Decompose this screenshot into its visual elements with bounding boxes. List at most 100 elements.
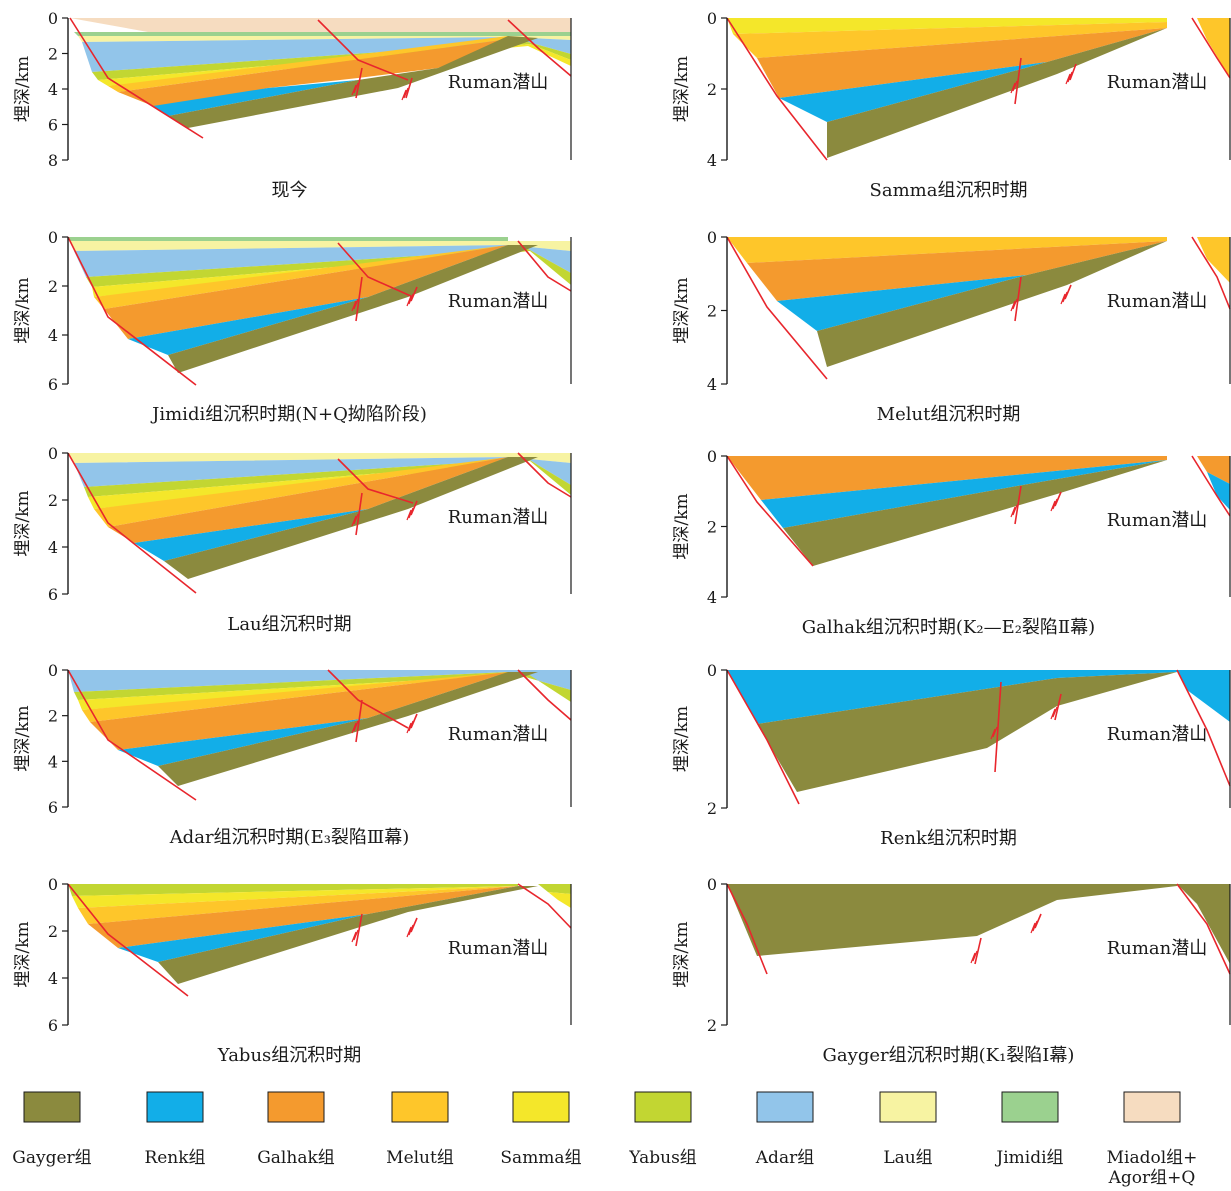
layer-lau bbox=[78, 36, 571, 42]
fault-line bbox=[726, 455, 814, 567]
legend-swatch bbox=[1001, 1091, 1059, 1123]
layer-gal bbox=[747, 241, 1167, 301]
layer-renk bbox=[118, 914, 368, 962]
ruman-label: Ruman潜山 bbox=[1107, 291, 1208, 312]
fault-line bbox=[410, 917, 418, 933]
ylabel: 埋深/km bbox=[672, 277, 692, 343]
layer-adar bbox=[68, 670, 571, 692]
legend-label: Agor组+Q bbox=[1108, 1168, 1196, 1188]
fault-line bbox=[317, 19, 409, 81]
layer-renk bbox=[153, 80, 358, 116]
panel-caption: Galhak组沉积时期(K₂—E₂裂陷Ⅱ幕) bbox=[802, 617, 1095, 638]
panel-caption: Renk组沉积时期 bbox=[880, 828, 1017, 849]
ruman-label: Ruman潜山 bbox=[448, 291, 549, 312]
ylabel: 埋深/km bbox=[672, 921, 692, 987]
layer-adar bbox=[74, 457, 571, 487]
fault-line bbox=[327, 669, 409, 729]
tick-label: 2 bbox=[48, 491, 58, 510]
layer-renk bbox=[134, 509, 368, 561]
tick-label: 4 bbox=[48, 326, 58, 345]
legend-label: Miadol组+ bbox=[1107, 1148, 1198, 1168]
tick-label: 2 bbox=[707, 1016, 717, 1035]
section-panel: 0 2 4 6 埋深/km Ruman潜山 Jimidi组沉积时期(N+Q拗陷阶段) bbox=[13, 228, 572, 425]
tick-label: 0 bbox=[48, 444, 58, 463]
ruman-label: Ruman潜山 bbox=[1107, 510, 1208, 531]
layer-renk bbox=[777, 275, 1027, 331]
layer-gal bbox=[727, 456, 1167, 500]
tick-label: 6 bbox=[48, 116, 58, 135]
legend-label: Yabus组 bbox=[628, 1148, 697, 1168]
section-panel: 0 2 4 埋深/km Ruman潜山 Galhak组沉积时期(K₂—E₂裂陷Ⅱ幕) bbox=[672, 447, 1231, 638]
fault-line bbox=[67, 452, 197, 594]
tick-label: 2 bbox=[707, 80, 717, 99]
layer-mel bbox=[733, 22, 1167, 58]
fault-arrow bbox=[990, 726, 998, 740]
fault-line bbox=[67, 883, 189, 997]
fault-arrow bbox=[1010, 298, 1018, 312]
fault-line bbox=[726, 883, 768, 975]
tick-label: 2 bbox=[707, 518, 717, 537]
ylabel: 埋深/km bbox=[13, 705, 33, 771]
fault-line bbox=[410, 286, 418, 302]
layer-renk bbox=[779, 62, 1047, 122]
panel-caption: Melut组沉积时期 bbox=[877, 404, 1021, 425]
fault-line bbox=[1014, 485, 1022, 525]
fault-line bbox=[1191, 17, 1231, 79]
tick-label: 6 bbox=[48, 585, 58, 604]
layer-gay bbox=[757, 672, 1177, 792]
fault-line bbox=[1176, 883, 1231, 975]
legend-swatch bbox=[1123, 1091, 1181, 1123]
layer-renk bbox=[761, 460, 1167, 528]
tick-label: 0 bbox=[707, 9, 717, 28]
layer-sam bbox=[72, 886, 518, 908]
layer-gal bbox=[1197, 456, 1230, 484]
legend-swatch bbox=[23, 1091, 81, 1123]
tick-label: 2 bbox=[707, 302, 717, 321]
tick-label: 0 bbox=[707, 228, 717, 247]
fault-line bbox=[1191, 455, 1231, 517]
tick-label: 0 bbox=[707, 447, 717, 466]
tick-label: 4 bbox=[48, 538, 58, 557]
fault-line bbox=[1054, 491, 1062, 507]
ylabel: 埋深/km bbox=[672, 706, 692, 772]
ruman-label: Ruman潜山 bbox=[448, 72, 549, 93]
layer-mel bbox=[108, 36, 516, 92]
layer-yab bbox=[68, 884, 518, 896]
layer-renk bbox=[1177, 670, 1230, 722]
tick-label: 4 bbox=[48, 969, 58, 988]
fault-line bbox=[337, 242, 414, 298]
legend-swatch bbox=[267, 1091, 325, 1123]
tick-label: 8 bbox=[48, 151, 58, 170]
fault-line bbox=[1191, 236, 1231, 310]
fault-line bbox=[974, 937, 982, 965]
layer-jim bbox=[74, 32, 571, 36]
fault-arrow bbox=[406, 924, 414, 938]
section-panel: 0 2 埋深/km Ruman潜山 Gayger组沉积时期(K₁裂陷Ⅰ幕) bbox=[672, 875, 1231, 1066]
layer-gay bbox=[168, 36, 538, 128]
fault-arrow bbox=[351, 720, 359, 734]
layer-mel bbox=[727, 237, 1167, 263]
layer-mel bbox=[94, 245, 508, 309]
fault-arrow bbox=[1060, 291, 1068, 305]
fault-arrow bbox=[401, 87, 409, 101]
fault-arrow bbox=[351, 298, 359, 312]
legend-label: Galhak组 bbox=[257, 1148, 335, 1168]
legend-swatch bbox=[512, 1091, 570, 1123]
fault-line bbox=[1054, 693, 1062, 721]
fault-line bbox=[1176, 669, 1231, 787]
layer-yab bbox=[84, 459, 571, 497]
tick-label: 4 bbox=[707, 588, 717, 607]
tick-label: 0 bbox=[707, 875, 717, 894]
legend-label: Lau组 bbox=[883, 1148, 932, 1168]
layer-gal bbox=[108, 457, 508, 543]
tick-label: 2 bbox=[707, 799, 717, 818]
layer-gay bbox=[817, 241, 1167, 367]
tick-label: 0 bbox=[48, 661, 58, 680]
legend: Gayger组 Renk组 Galhak组 Melut组 Samma组 Yabus组 Ada… bbox=[12, 1091, 1198, 1188]
section-panel: 0 2 4 6 埋深/km Ruman潜山 Yabus组沉积时期 bbox=[13, 875, 572, 1066]
legend-label: Renk组 bbox=[144, 1148, 205, 1168]
ylabel: 埋深/km bbox=[13, 277, 33, 343]
layer-renk bbox=[1207, 472, 1230, 510]
legend-swatch bbox=[391, 1091, 449, 1123]
fault-line bbox=[67, 669, 197, 801]
